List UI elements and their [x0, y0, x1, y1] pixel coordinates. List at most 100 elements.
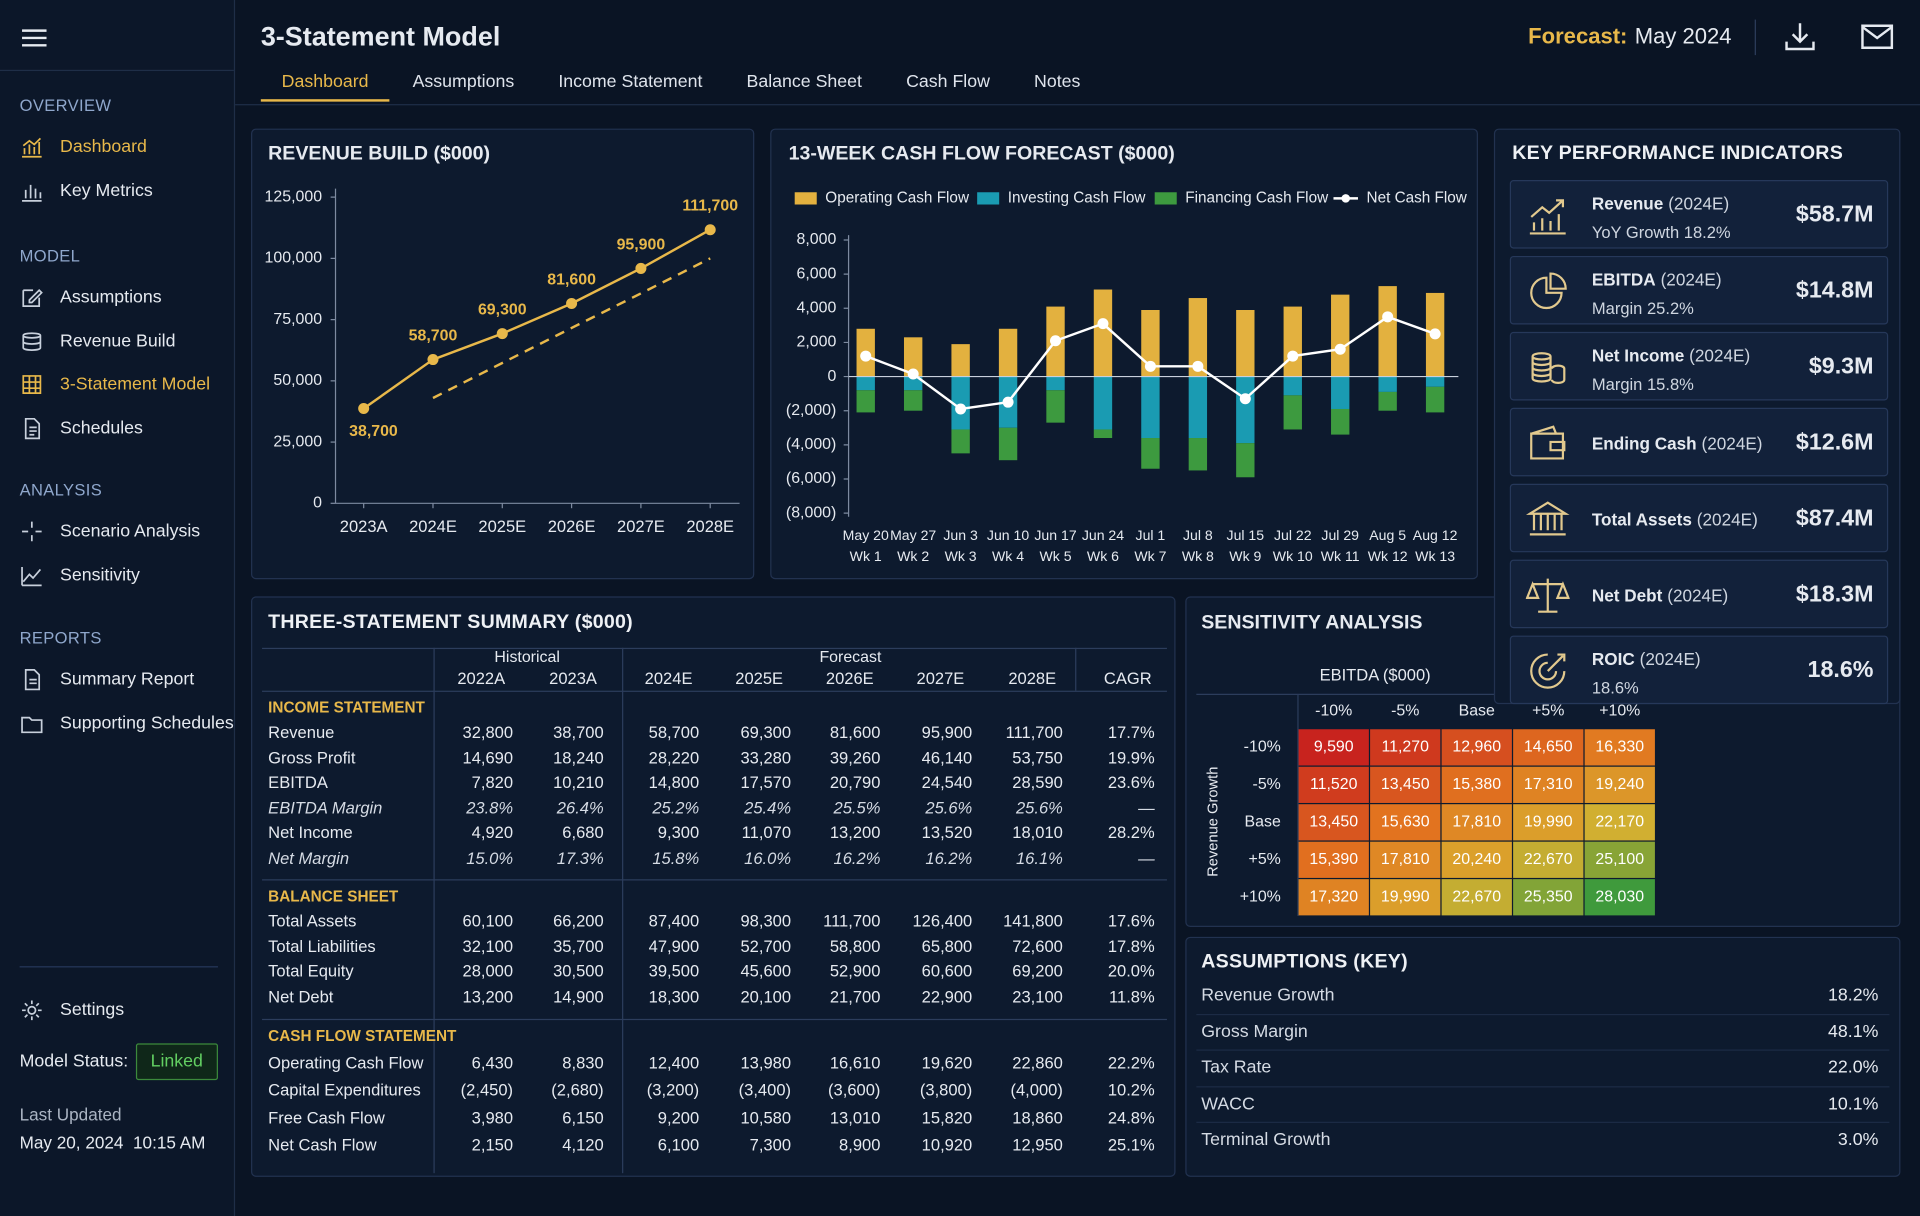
kpi-icon	[1525, 578, 1570, 613]
bar-segment	[1093, 429, 1113, 439]
kpi-title: Net Debt (2024E)	[1592, 585, 1728, 605]
kpi-detail: YoY Growth 18.2%	[1591, 223, 1731, 242]
cell-label: 20,240	[1452, 851, 1501, 868]
nav-item[interactable]: Summary Report	[12, 661, 223, 698]
column-rule	[622, 647, 624, 1174]
nav-item[interactable]: Revenue Build	[12, 323, 223, 360]
cell-label: 25,350	[1524, 888, 1573, 905]
x-tick-sublabel: Wk 9	[1229, 548, 1261, 564]
row-divider	[1196, 1049, 1890, 1052]
table-cell: 25.6%	[925, 798, 973, 818]
forecast-value: May 2024	[1634, 23, 1732, 49]
table-cell: 6,680	[562, 824, 604, 843]
icon-shape	[24, 668, 41, 691]
nav-item[interactable]: Scenario Analysis	[12, 513, 223, 550]
mail-button[interactable]	[1860, 23, 1894, 50]
kpi-icon	[1530, 425, 1566, 460]
table-cell: 13,520	[921, 824, 973, 843]
data-point	[427, 354, 439, 366]
cell-label: 17,810	[1452, 814, 1501, 831]
table-cell: 58,700	[648, 723, 700, 742]
legend-key	[794, 192, 817, 205]
table-cell: 3,980	[471, 1108, 514, 1127]
table-cell: 23.6%	[1107, 773, 1155, 792]
table-cell: 18,010	[1012, 824, 1063, 843]
settings-label: Settings	[60, 1000, 125, 1021]
icon-shape	[22, 521, 42, 542]
legend-key	[977, 192, 1000, 205]
table-cell: 16,610	[829, 1053, 881, 1073]
cell-label: 19,240	[1595, 776, 1644, 793]
column-header: 2022A	[457, 669, 506, 688]
bar-segment	[951, 344, 970, 377]
row-divider	[1196, 1122, 1890, 1124]
cell-label: 16,330	[1595, 739, 1644, 756]
updated-date: May 20, 2024 10:15 AM	[19, 1132, 206, 1153]
bar-segment	[951, 429, 970, 454]
kpi-period: (2024E)	[1696, 509, 1758, 530]
table-cell: 19,620	[921, 1053, 973, 1073]
kpi-value: $14.8M	[1795, 277, 1874, 304]
heatmap-cell	[1513, 804, 1584, 841]
tab[interactable]: Dashboard	[260, 67, 390, 102]
tab[interactable]: Assumptions	[412, 72, 515, 92]
data-label: 95,900	[617, 236, 666, 253]
revenue-chart: REVENUE BUILD ($000) 0 25,000 50,000 75,000…	[265, 142, 740, 536]
nav-item[interactable]: Assumptions	[12, 279, 223, 316]
bar-segment	[1141, 309, 1160, 377]
tab[interactable]: Cash Flow	[906, 72, 990, 92]
table-cell: —	[1138, 798, 1155, 818]
tab[interactable]: Balance Sheet	[746, 72, 862, 92]
bar-segment	[1425, 376, 1445, 387]
nav-section-title: MODEL	[19, 246, 81, 266]
table-rule	[262, 647, 1167, 650]
assumption-value: 3.0%	[1837, 1130, 1879, 1150]
row-label: Total Liabilities	[268, 936, 376, 956]
settings-link[interactable]: Settings	[12, 992, 223, 1029]
data-label: 38,700	[349, 423, 398, 440]
nav-item[interactable]: 3-Statement Model	[12, 366, 223, 403]
table-cell: 46,140	[921, 748, 973, 767]
row-label: +10%	[1240, 888, 1281, 905]
table-cell: 13,010	[829, 1108, 881, 1127]
panel-title: KEY PERFORMANCE INDICATORS	[1512, 143, 1844, 165]
table-cell: 6,100	[657, 1135, 700, 1155]
nav-item[interactable]: Dashboard	[12, 129, 223, 166]
bar-segment	[1093, 289, 1113, 377]
menu-button[interactable]	[21, 27, 48, 49]
cash-flow-chart: 13-WEEK CASH FLOW FORECAST ($000) Operat…	[786, 142, 1468, 564]
icon-shape	[1531, 352, 1566, 384]
assumption-label: Tax Rate	[1201, 1058, 1272, 1078]
tab[interactable]: Income Statement	[558, 72, 703, 92]
y-tick-label: 6,000	[797, 265, 837, 282]
forecast-label: Forecast:	[1528, 23, 1628, 49]
assumption-value: 10.1%	[1828, 1094, 1879, 1114]
nav-item[interactable]: Sensitivity	[12, 557, 223, 594]
status-badge: Linked	[135, 1043, 218, 1081]
nav-label: Dashboard	[60, 137, 147, 157]
table-cell: 18,860	[1012, 1108, 1063, 1127]
table-cell: 69,200	[1012, 962, 1063, 981]
table-cell: 15.0%	[466, 849, 514, 868]
nav-item[interactable]: Supporting Schedules	[12, 705, 234, 742]
cell-label: 17,810	[1381, 851, 1430, 868]
table-cell: 7,300	[749, 1135, 792, 1155]
kpi-label: EBITDA	[1591, 269, 1656, 290]
bar-segment	[1378, 391, 1397, 411]
heatmap-cell	[1513, 841, 1584, 878]
section-title: CASH FLOW STATEMENT	[268, 1027, 457, 1045]
x-tick-label: Jul 22	[1274, 527, 1312, 543]
table-cell: 14,900	[553, 987, 604, 1006]
kpi-card: ROIC (2024E) 18.6% 18.6%	[1509, 635, 1889, 705]
x-axis-title: EBITDA ($000)	[1320, 665, 1431, 684]
kpi-period: (2024E)	[1668, 193, 1730, 214]
tab[interactable]: Notes	[1034, 72, 1081, 92]
nav-item[interactable]: Key Metrics	[12, 172, 223, 209]
nav-item[interactable]: Schedules	[12, 410, 223, 447]
table-cell: 12,950	[1012, 1135, 1063, 1155]
heatmap-cell	[1584, 729, 1655, 766]
table-cell: 23.8%	[466, 798, 514, 818]
column-label: +10%	[1599, 703, 1640, 720]
download-button[interactable]	[1784, 21, 1816, 53]
